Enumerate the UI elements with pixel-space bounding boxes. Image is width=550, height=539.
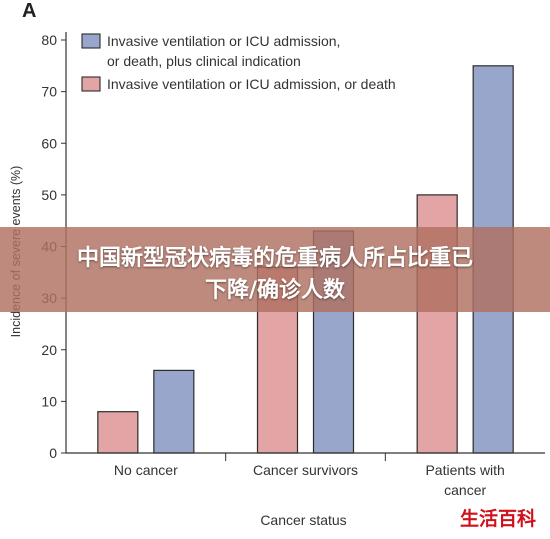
x-category-label: Cancer survivors (253, 462, 358, 478)
legend-label-blue: Invasive ventilation or ICU admission, (107, 33, 340, 49)
legend-swatch-blue (81, 33, 101, 49)
y-tick-label: 10 (41, 393, 57, 409)
y-tick-label: 0 (49, 445, 57, 461)
x-category-label: Patients with (425, 462, 504, 478)
y-tick-label: 70 (41, 84, 57, 100)
y-tick-label: 80 (41, 32, 57, 48)
banner-title-line-1: 中国新型冠状病毒的危重病人所占比重已 (76, 246, 473, 271)
legend-swatch-red (81, 76, 101, 92)
legend-label-blue: or death, plus clinical indication (107, 53, 301, 69)
watermark-text: 生活百科 (459, 508, 536, 530)
bar-blue-0 (153, 369, 195, 454)
caption-banner (0, 227, 550, 312)
y-tick-label: 60 (41, 135, 57, 151)
panel-label: A (22, 0, 37, 22)
y-tick-label: 50 (41, 187, 57, 203)
y-tick-label: 20 (41, 342, 57, 358)
legend-label-red: Invasive ventilation or ICU admission, o… (107, 76, 396, 92)
x-category-label: No cancer (114, 462, 178, 478)
x-axis-label: Cancer status (260, 512, 346, 528)
banner-title-line-2: 下降/确诊人数 (204, 278, 346, 303)
bar-red-0 (97, 411, 139, 454)
x-category-label: cancer (444, 482, 486, 498)
